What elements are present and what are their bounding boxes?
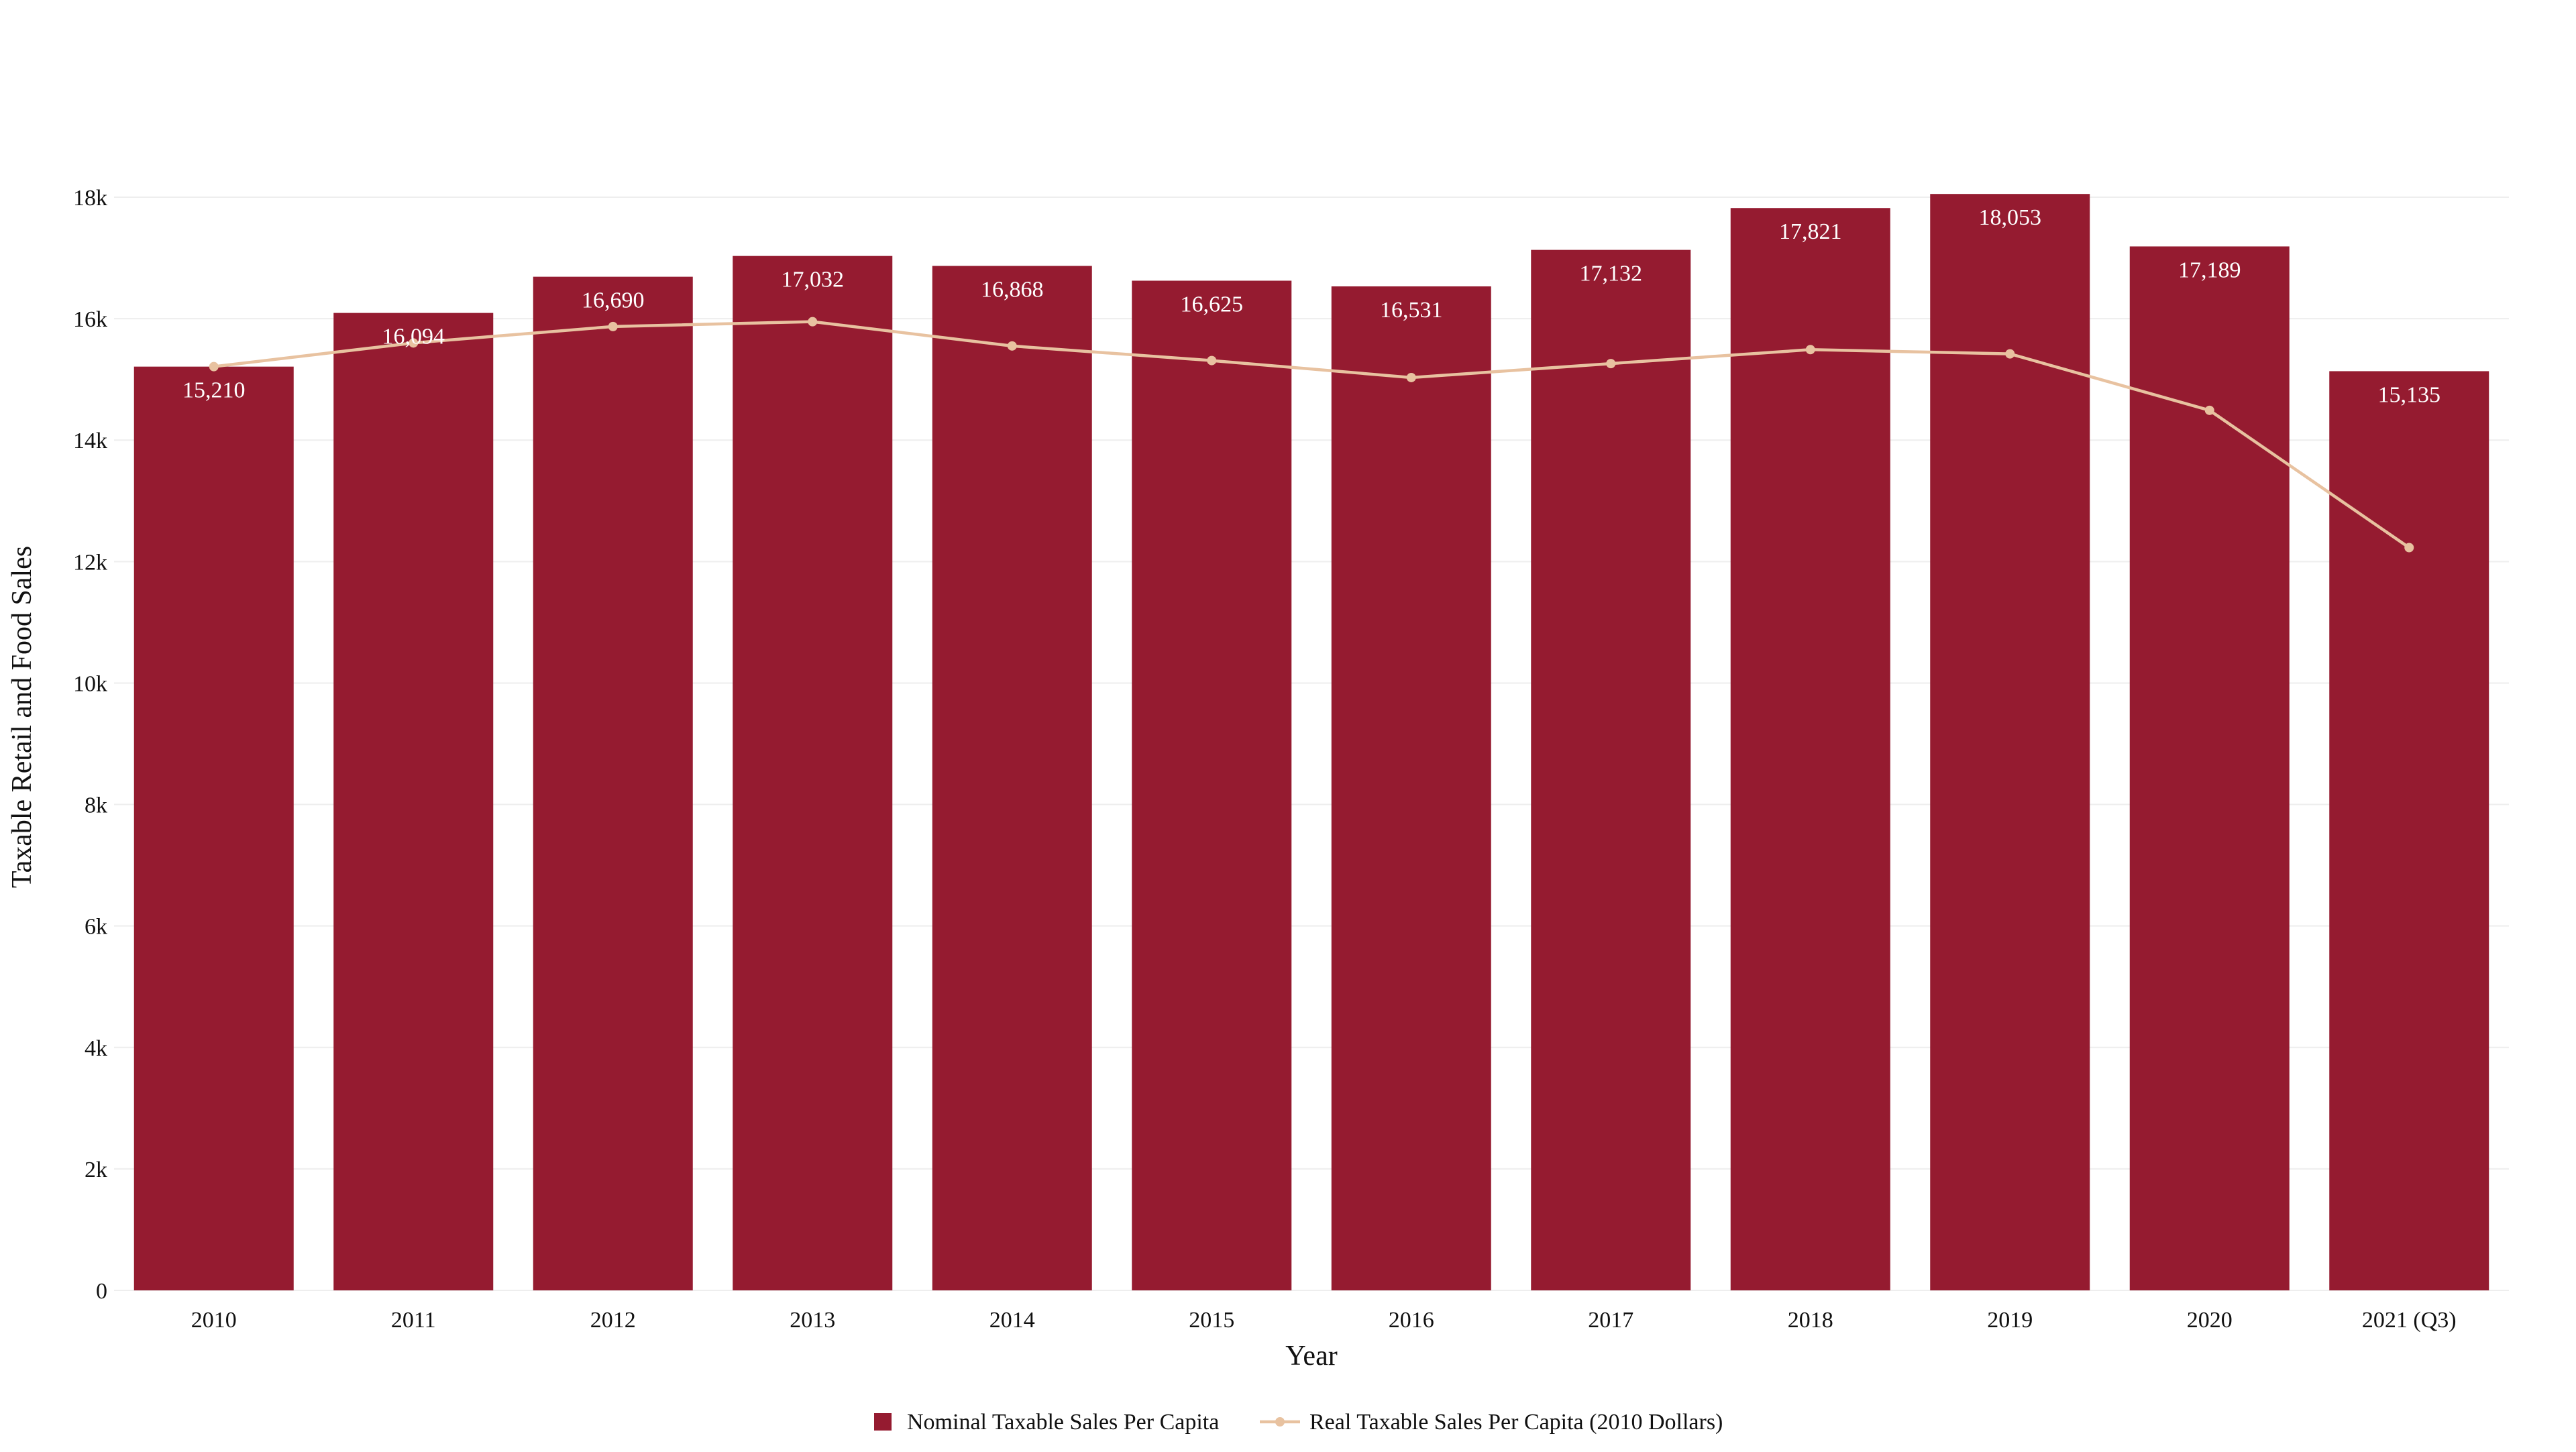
bar bbox=[333, 313, 494, 1290]
line-point bbox=[209, 361, 219, 372]
line-point bbox=[409, 338, 419, 348]
bar bbox=[733, 256, 893, 1291]
legend-line-marker bbox=[1275, 1417, 1285, 1427]
y-axis-title: Taxable Retail and Food Sales bbox=[7, 546, 38, 888]
bar-data-label: 17,132 bbox=[1580, 262, 1643, 286]
line-point bbox=[2005, 349, 2015, 359]
bar-data-label: 17,032 bbox=[782, 268, 845, 292]
x-tick-label: 2013 bbox=[790, 1308, 835, 1333]
x-tick-label: 2012 bbox=[590, 1308, 636, 1333]
bar-data-label: 17,189 bbox=[2178, 258, 2241, 282]
y-tick-label: 8k bbox=[85, 793, 107, 818]
bar-data-label: 16,094 bbox=[382, 325, 445, 349]
x-tick-label: 2011 bbox=[391, 1308, 436, 1333]
x-tick-label: 2010 bbox=[191, 1308, 237, 1333]
bar-data-label: 17,821 bbox=[1779, 219, 1842, 244]
x-tick-label: 2020 bbox=[2187, 1308, 2233, 1333]
x-tick-label: 2018 bbox=[1788, 1308, 1833, 1333]
bar bbox=[1730, 208, 1890, 1290]
line-point bbox=[1406, 372, 1416, 382]
bar-data-label: 16,531 bbox=[1380, 298, 1443, 323]
line-point bbox=[1805, 345, 1815, 355]
x-tick-label: 2015 bbox=[1189, 1308, 1234, 1333]
bar-data-label: 16,868 bbox=[981, 278, 1044, 302]
bar bbox=[1930, 194, 2090, 1290]
line-point bbox=[608, 321, 618, 331]
bar-data-label: 15,135 bbox=[2378, 382, 2441, 407]
line-point bbox=[808, 317, 818, 327]
y-tick-label: 2k bbox=[85, 1158, 107, 1182]
bar-data-label: 15,210 bbox=[182, 378, 246, 403]
bar-data-label: 16,690 bbox=[582, 288, 645, 313]
y-tick-label: 0 bbox=[96, 1279, 107, 1304]
bar bbox=[2129, 246, 2290, 1290]
y-tick-label: 12k bbox=[73, 550, 107, 575]
line-point bbox=[2404, 543, 2414, 553]
y-tick-label: 6k bbox=[85, 915, 107, 940]
bar-data-label: 16,625 bbox=[1181, 292, 1244, 317]
bar-data-label: 18,053 bbox=[1979, 205, 2042, 230]
legend-bar-swatch[interactable] bbox=[874, 1413, 892, 1431]
x-tick-label: 2019 bbox=[1987, 1308, 2033, 1333]
line-point bbox=[1606, 359, 1616, 369]
bar bbox=[1531, 249, 1691, 1290]
y-tick-label: 16k bbox=[73, 307, 107, 332]
x-tick-label: 2014 bbox=[989, 1308, 1035, 1333]
line-point bbox=[2204, 405, 2214, 415]
bar bbox=[932, 266, 1092, 1290]
line-point bbox=[1207, 355, 1217, 366]
bar bbox=[533, 276, 693, 1290]
x-axis-title: Year bbox=[1285, 1341, 1337, 1372]
legend-line-label[interactable]: Real Taxable Sales Per Capita (2010 Doll… bbox=[1309, 1410, 1723, 1435]
y-tick-label: 4k bbox=[85, 1036, 107, 1061]
y-tick-label: 14k bbox=[73, 429, 107, 453]
bar bbox=[2329, 371, 2489, 1290]
bar bbox=[1331, 286, 1491, 1290]
bar bbox=[1132, 280, 1292, 1290]
line-point bbox=[1007, 341, 1017, 351]
x-tick-label: 2017 bbox=[1588, 1308, 1633, 1333]
real-sales-line bbox=[213, 320, 2410, 549]
y-tick-label: 18k bbox=[73, 186, 107, 211]
x-tick-label: 2016 bbox=[1389, 1308, 1434, 1333]
bar bbox=[133, 366, 294, 1290]
y-tick-label: 10k bbox=[73, 671, 107, 696]
legend-bar-label[interactable]: Nominal Taxable Sales Per Capita bbox=[907, 1410, 1219, 1435]
x-tick-label: 2021 (Q3) bbox=[2362, 1308, 2457, 1333]
